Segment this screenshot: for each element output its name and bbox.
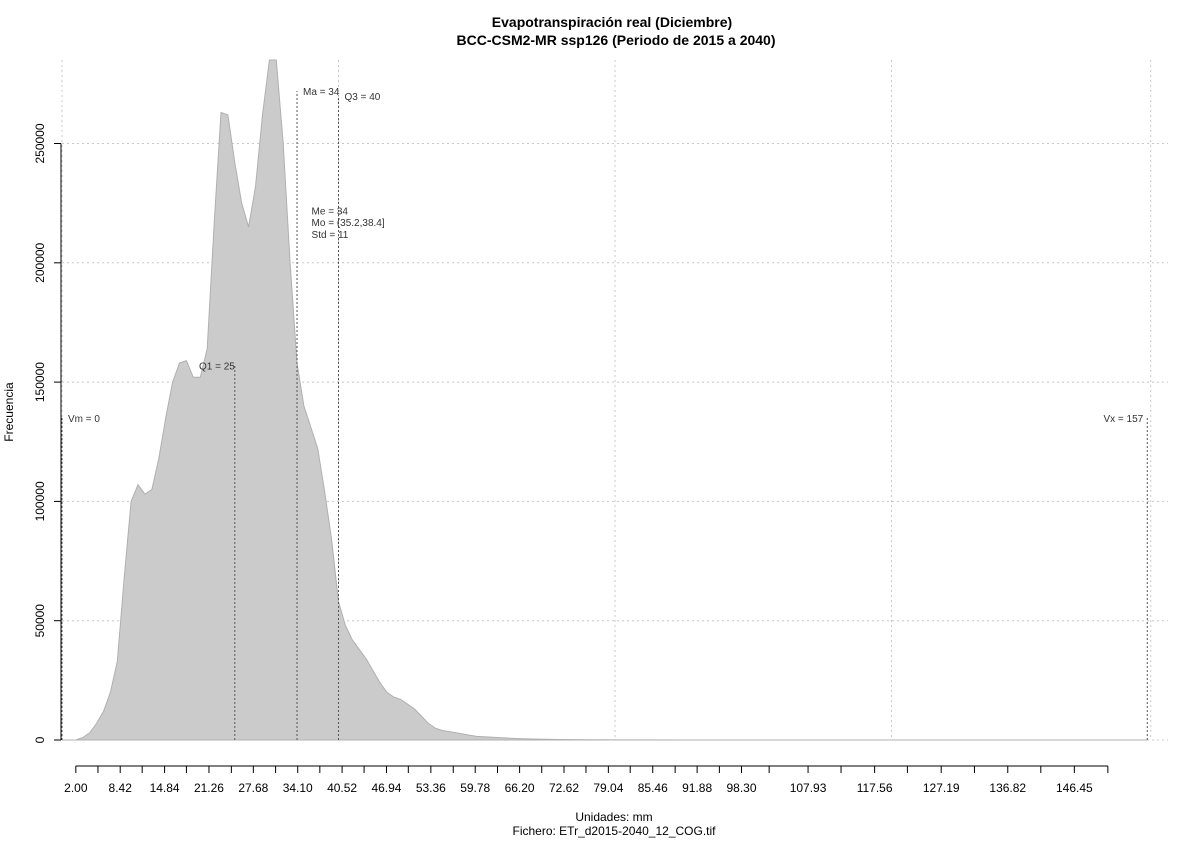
axes: 0 50000 100000 150000 200000 250000 2.00 8.42 14… (33, 123, 1109, 795)
y-tick-label-2: 100000 (33, 481, 47, 521)
chart-subtitle: BCC-CSM2-MR ssp126 (Periodo de 2015 a 20… (457, 32, 776, 48)
chart-title: Evapotranspiración real (Diciembre) (492, 14, 732, 30)
stat-annotation-0: Me = 34 (312, 206, 349, 217)
x-tick-label-2: 14.84 (150, 781, 180, 795)
footer-filename: Fichero: ETr_d2015-2040_12_COG.tif (513, 824, 717, 838)
x-tick-label-7: 46.94 (371, 781, 401, 795)
y-tick-label-4: 200000 (33, 242, 47, 282)
reference-lines: Vm = 0 Q1 = 25 Ma = 34 Q3 = 40 Vx = 157 (61, 87, 1148, 740)
x-tick-label-18: 127.19 (923, 781, 960, 795)
x-tick-label-4: 27.68 (238, 781, 268, 795)
y-tick-label-3: 150000 (33, 362, 47, 402)
x-tick-label-0: 2.00 (64, 781, 88, 795)
x-tick-label-17: 117.56 (857, 781, 893, 795)
x-tick-label-3: 21.26 (194, 781, 224, 795)
x-tick-label-20: 146.45 (1056, 781, 1093, 795)
x-tick-label-19: 136.82 (989, 781, 1026, 795)
y-tick-label-5: 250000 (33, 123, 47, 163)
density-area (62, 59, 1148, 741)
series-area (62, 59, 1148, 741)
x-tick-label-12: 79.04 (593, 781, 623, 795)
x-tick-label-15: 98.30 (726, 781, 756, 795)
x-tick-label-9: 59.78 (460, 781, 490, 795)
stat-annotation-2: Std = 11 (312, 230, 349, 241)
x-tick-label-5: 34.10 (283, 781, 313, 795)
x-tick-label-8: 53.36 (416, 781, 446, 795)
reference-label-3: Q3 = 40 (345, 92, 381, 103)
reference-label-0: Vm = 0 (68, 414, 100, 425)
y-tick-label-0: 0 (33, 736, 47, 743)
labels: Evapotranspiración real (Diciembre) BCC-… (2, 14, 776, 838)
x-axis-label: Unidades: mm (575, 810, 652, 824)
y-tick-label-1: 50000 (33, 604, 47, 638)
reference-label-4: Vx = 157 (1103, 414, 1143, 425)
reference-label-2: Ma = 34 (303, 87, 340, 98)
x-tick-label-11: 72.62 (549, 781, 579, 795)
reference-label-1: Q1 = 25 (199, 361, 235, 372)
x-tick-label-6: 40.52 (327, 781, 357, 795)
x-tick-label-13: 85.46 (638, 781, 668, 795)
x-tick-label-14: 91.88 (682, 781, 712, 795)
x-tick-label-1: 8.42 (109, 781, 133, 795)
x-tick-label-10: 66.20 (505, 781, 535, 795)
x-tick-label-16: 107.93 (790, 781, 827, 795)
y-axis-label: Frecuencia (2, 382, 16, 442)
stat-annotation-1: Mo = (35.2,38.4] (312, 218, 385, 229)
